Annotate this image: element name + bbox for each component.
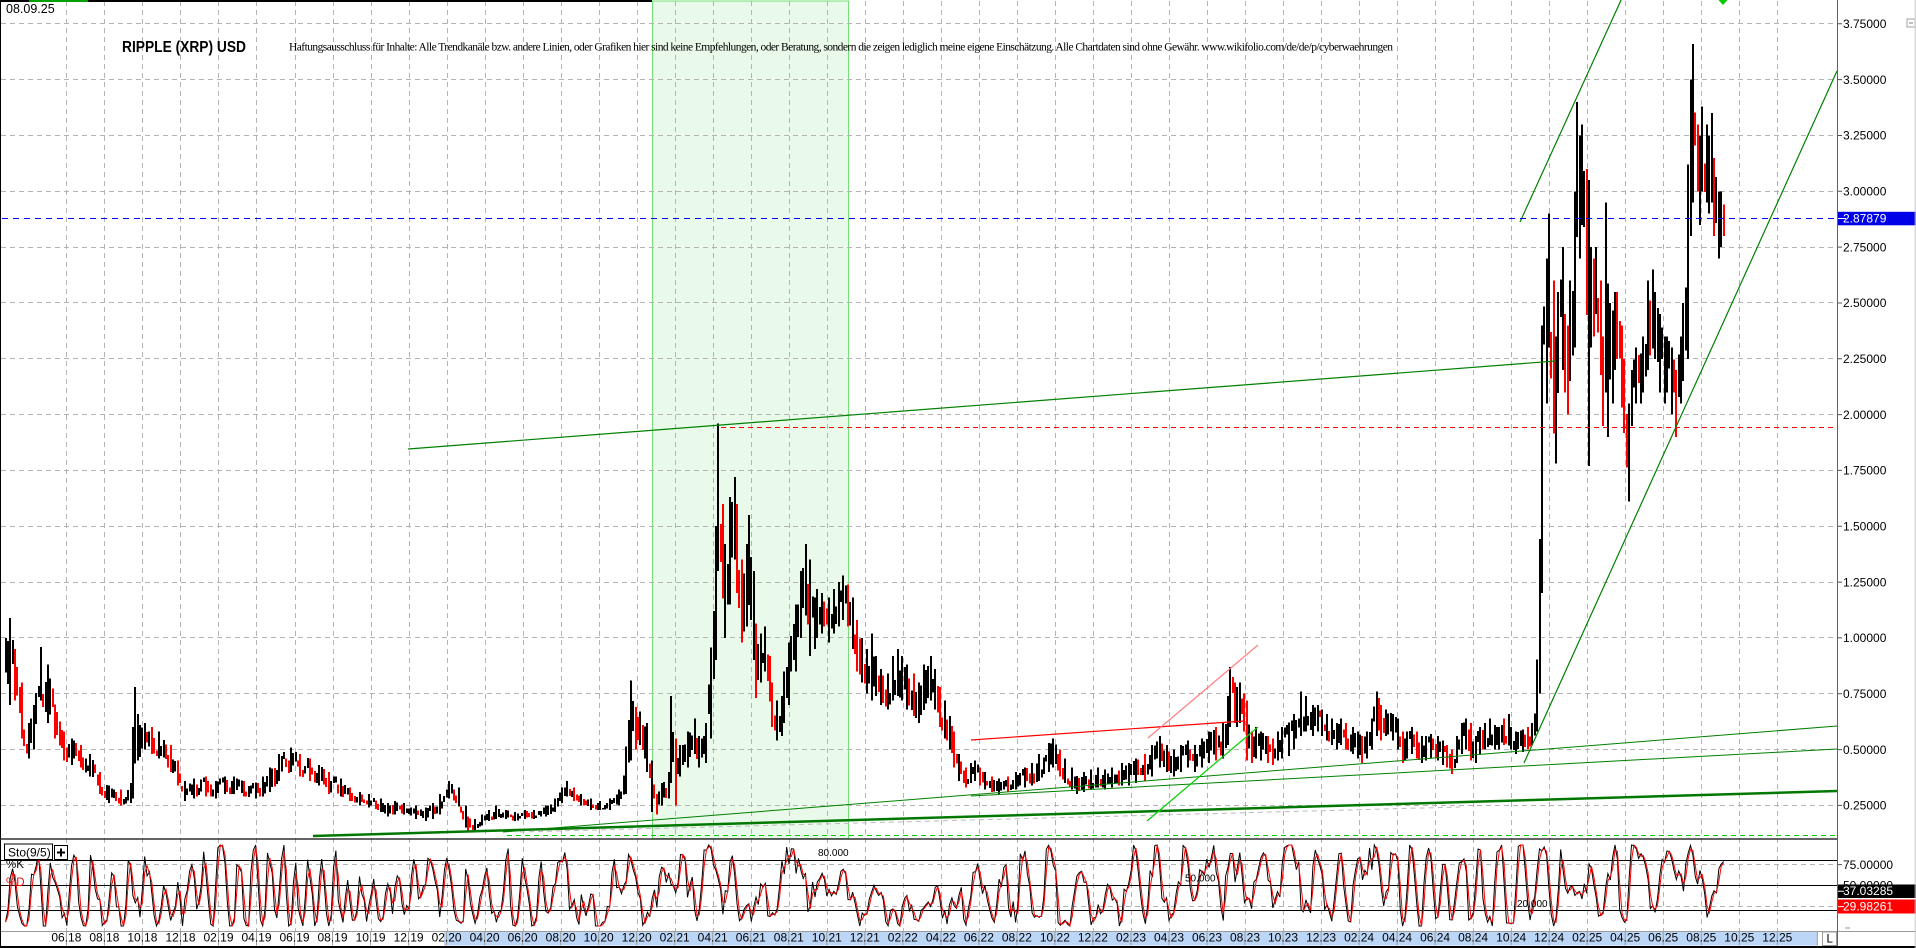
svg-text:1.50000: 1.50000 — [1843, 520, 1887, 534]
svg-text:10.20: 10.20 — [584, 931, 614, 945]
svg-text:Haftungsausschluss für Inhalte: Haftungsausschluss für Inhalte: Alle Tre… — [289, 42, 1393, 54]
svg-text:04.22: 04.22 — [926, 931, 956, 945]
svg-text:02.25: 02.25 — [1572, 931, 1602, 945]
svg-text:02.23: 02.23 — [1116, 931, 1146, 945]
svg-text:06.24: 06.24 — [1420, 931, 1450, 945]
svg-text:06.18: 06.18 — [51, 931, 81, 945]
svg-text:12.21: 12.21 — [850, 931, 880, 945]
svg-text:10.25: 10.25 — [1724, 931, 1754, 945]
svg-text:3.00000: 3.00000 — [1843, 185, 1887, 199]
svg-text:06.22: 06.22 — [964, 931, 994, 945]
svg-text:04.23: 04.23 — [1154, 931, 1184, 945]
svg-text:2.00000: 2.00000 — [1843, 408, 1887, 422]
svg-text:06.21: 06.21 — [736, 931, 766, 945]
svg-text:10.24: 10.24 — [1496, 931, 1526, 945]
svg-text:06.23: 06.23 — [1192, 931, 1222, 945]
svg-text:12.23: 12.23 — [1306, 931, 1336, 945]
svg-text:04.21: 04.21 — [698, 931, 728, 945]
svg-text:10.22: 10.22 — [1040, 931, 1070, 945]
svg-text:3.50000: 3.50000 — [1843, 73, 1887, 87]
svg-text:08.23: 08.23 — [1230, 931, 1260, 945]
svg-text:10.19: 10.19 — [356, 931, 386, 945]
svg-text:37.03285: 37.03285 — [1843, 884, 1893, 898]
svg-text:%D: %D — [6, 877, 25, 889]
svg-text:12.24: 12.24 — [1534, 931, 1564, 945]
svg-text:10.18: 10.18 — [127, 931, 157, 945]
svg-text:0.25000: 0.25000 — [1843, 799, 1887, 813]
svg-text:Sto(9/5): Sto(9/5) — [8, 846, 51, 860]
svg-text:08.09.25: 08.09.25 — [6, 2, 55, 16]
svg-text:3.75000: 3.75000 — [1843, 17, 1887, 31]
svg-text:12.22: 12.22 — [1078, 931, 1108, 945]
svg-text:02.21: 02.21 — [660, 931, 690, 945]
svg-text:1.00000: 1.00000 — [1843, 631, 1887, 645]
svg-text:08.19: 08.19 — [317, 931, 347, 945]
svg-text:04.24: 04.24 — [1382, 931, 1412, 945]
svg-text:08.22: 08.22 — [1002, 931, 1032, 945]
svg-text:29.98261: 29.98261 — [1843, 900, 1893, 914]
svg-text:06.20: 06.20 — [508, 931, 538, 945]
svg-text:RIPPLE (XRP) USD: RIPPLE (XRP) USD — [122, 39, 246, 56]
svg-text:75.00000: 75.00000 — [1843, 858, 1893, 872]
svg-text:06.25: 06.25 — [1648, 931, 1678, 945]
svg-text:80.000: 80.000 — [818, 848, 849, 859]
svg-text:02.20: 02.20 — [432, 931, 462, 945]
svg-text:04.20: 04.20 — [470, 931, 500, 945]
svg-text:2.50000: 2.50000 — [1843, 296, 1887, 310]
svg-text:2.25000: 2.25000 — [1843, 352, 1887, 366]
svg-text:20.000: 20.000 — [1517, 899, 1548, 910]
svg-text:02.22: 02.22 — [888, 931, 918, 945]
svg-text:3.25000: 3.25000 — [1843, 129, 1887, 143]
svg-text:02.19: 02.19 — [203, 931, 233, 945]
svg-text:12.20: 12.20 — [622, 931, 652, 945]
svg-text:L: L — [1827, 934, 1834, 946]
svg-text:0.50000: 0.50000 — [1843, 743, 1887, 757]
svg-text:0.75000: 0.75000 — [1843, 687, 1887, 701]
svg-text:08.24: 08.24 — [1458, 931, 1488, 945]
svg-text:08.18: 08.18 — [89, 931, 119, 945]
svg-text:2.87879: 2.87879 — [1843, 212, 1887, 226]
svg-text:04.19: 04.19 — [241, 931, 271, 945]
svg-text:12.25: 12.25 — [1762, 931, 1792, 945]
svg-text:10.21: 10.21 — [812, 931, 842, 945]
svg-text:12.19: 12.19 — [394, 931, 424, 945]
svg-text:%K: %K — [6, 859, 24, 871]
svg-text:08.20: 08.20 — [546, 931, 576, 945]
svg-text:08.25: 08.25 — [1686, 931, 1716, 945]
svg-text:50.000: 50.000 — [1185, 874, 1216, 885]
svg-text:2.75000: 2.75000 — [1843, 240, 1887, 254]
svg-text:02.24: 02.24 — [1344, 931, 1374, 945]
svg-text:1.75000: 1.75000 — [1843, 464, 1887, 478]
svg-text:04.25: 04.25 — [1610, 931, 1640, 945]
svg-text:10.23: 10.23 — [1268, 931, 1298, 945]
svg-text:08.21: 08.21 — [774, 931, 804, 945]
svg-text:06.19: 06.19 — [279, 931, 309, 945]
svg-text:1.25000: 1.25000 — [1843, 575, 1887, 589]
svg-text:12.18: 12.18 — [165, 931, 195, 945]
